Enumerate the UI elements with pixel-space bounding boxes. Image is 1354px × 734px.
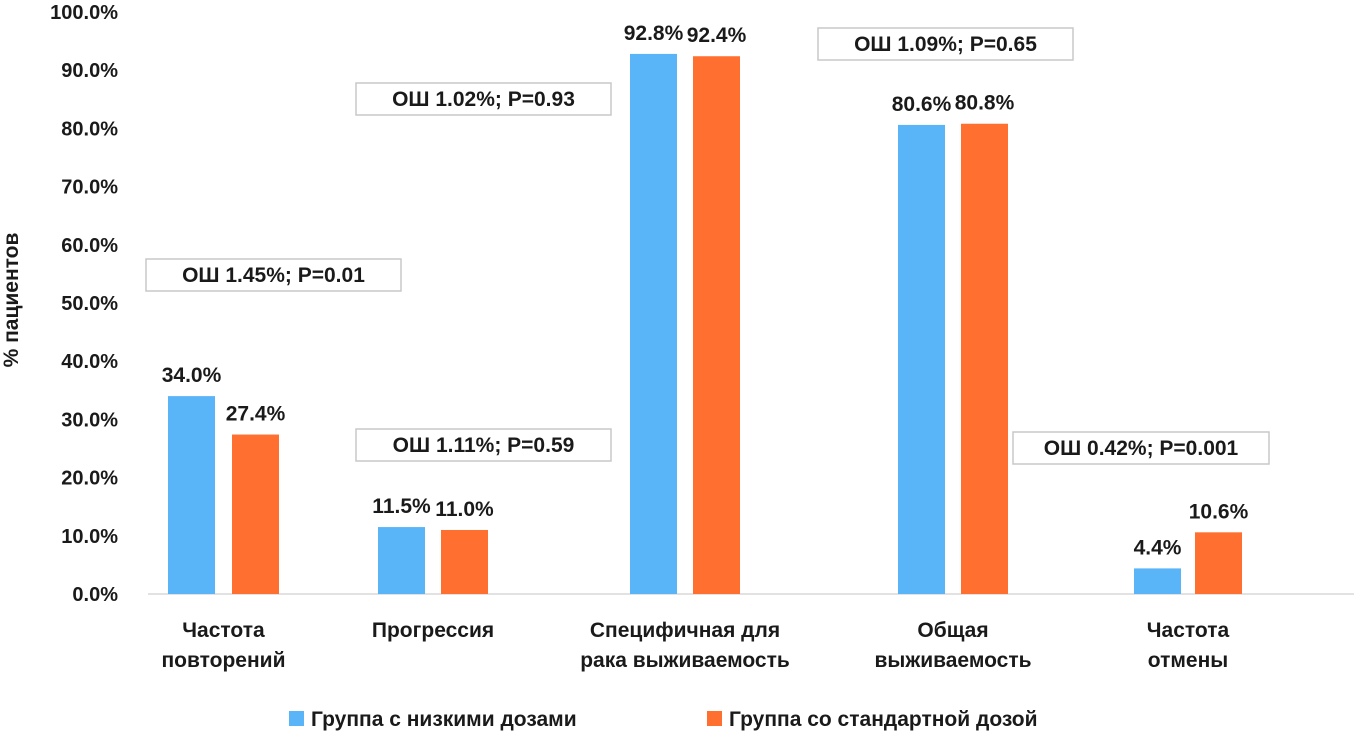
y-tick-label: 20.0% [61, 468, 118, 490]
y-tick-label: 70.0% [61, 177, 118, 199]
annotation-text: ОШ 1.11%; P=0.59 [393, 434, 575, 457]
bar-1-3 [630, 53, 677, 595]
category-label: выживаемость [874, 649, 1031, 672]
y-tick-label: 40.0% [61, 351, 118, 373]
annotations: ОШ 1.45%; P=0.01 ОШ 1.11%; P=0.59 ОШ 1.02%… [145, 27, 1270, 465]
bar-2-3 [693, 56, 740, 595]
bar-2-5 [1195, 532, 1242, 594]
category-label: Общая [917, 619, 988, 642]
data-label: 92.4% [687, 24, 747, 47]
y-tick-label: 0.0% [72, 584, 118, 606]
bar-1-5 [1134, 568, 1181, 594]
bars [168, 53, 1242, 595]
bar-1-2 [378, 527, 425, 594]
data-label: 92.8% [624, 22, 684, 45]
category-label: рака выживаемость [580, 649, 790, 672]
category-label: Специфичная для [590, 619, 780, 642]
category-label: отмены [1148, 649, 1228, 672]
annotation-box [355, 82, 612, 116]
bar-2-2 [441, 529, 488, 594]
data-label: 27.4% [226, 403, 286, 426]
y-tick-label: 90.0% [61, 60, 118, 82]
y-tick-label: 30.0% [61, 409, 118, 431]
category-labels: Частота повторений Прогрессия Специфичная д… [162, 619, 1230, 672]
data-label: 4.4% [1134, 536, 1182, 559]
data-label: 10.6% [1189, 500, 1249, 523]
annotation-box [817, 27, 1074, 61]
bar-2-4 [961, 123, 1008, 594]
bar-1-4 [898, 124, 945, 595]
bar-1-1 [168, 396, 215, 594]
data-label: 11.5% [372, 495, 431, 518]
data-label: 80.6% [892, 93, 952, 116]
category-label: Частота [1147, 619, 1230, 642]
legend-swatch [707, 711, 722, 726]
data-label: 11.0% [435, 498, 494, 521]
y-axis: 0.0% 10.0% 20.0% 30.0% 40.0% 50.0% 60.0% 70.0% 8… [50, 2, 1354, 606]
bar-2-1 [232, 434, 279, 594]
legend-label: Группа со стандартной дозой [729, 708, 1038, 731]
y-axis-title: % пациентов [0, 233, 23, 368]
y-tick-label: 60.0% [61, 235, 118, 257]
data-label: 80.8% [955, 92, 1015, 115]
annotation-box [355, 428, 612, 462]
annotation-text: ОШ 1.45%; P=0.01 [182, 264, 365, 287]
y-tick-label: 50.0% [61, 293, 118, 315]
legend: Группа с низкими дозами Группа со стандар… [289, 708, 1038, 731]
legend-swatch [289, 711, 304, 726]
y-tick-label: 100.0% [50, 2, 118, 24]
annotation-box [145, 258, 402, 292]
annotation-text: ОШ 1.02%; P=0.93 [392, 88, 575, 111]
annotation-box [1012, 431, 1270, 465]
annotation-text: ОШ 0.42%; P=0.001 [1044, 437, 1239, 460]
category-label: повторений [162, 649, 286, 672]
category-label: Частота [182, 619, 265, 642]
annotation-text: ОШ 1.09%; P=0.65 [854, 33, 1037, 56]
category-label: Прогрессия [372, 619, 494, 642]
data-labels: 34.0% 11.5% 92.8% 80.6% 4.4% 27.4% 11.0% 92.4% 8… [162, 22, 1249, 559]
y-tick-label: 80.0% [61, 118, 118, 140]
legend-label: Группа с низкими дозами [311, 708, 577, 731]
y-tick-label: 10.0% [61, 526, 118, 548]
data-label: 34.0% [162, 364, 222, 387]
